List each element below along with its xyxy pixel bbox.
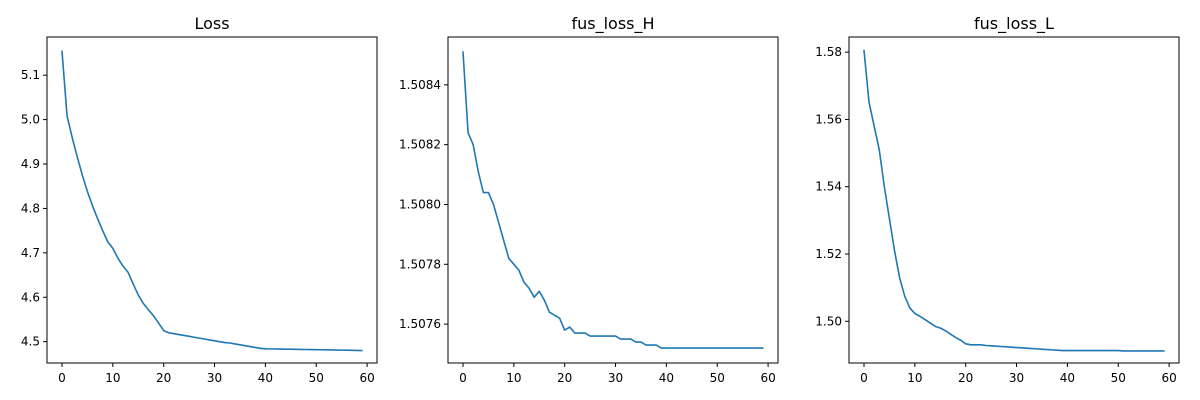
y-tick-label: 4.5 xyxy=(21,335,40,349)
y-tick-label: 1.5084 xyxy=(399,78,441,92)
x-tick-label: 10 xyxy=(105,371,120,385)
y-tick-label: 1.5080 xyxy=(399,197,441,211)
y-tick-label: 5.1 xyxy=(21,68,40,82)
y-tick-label: 1.5082 xyxy=(399,138,441,152)
series-line xyxy=(61,50,363,352)
x-tick-label: 60 xyxy=(1161,371,1176,385)
axes-frame xyxy=(848,36,1180,364)
chart-title: fus_loss_H xyxy=(571,14,654,34)
x-tick-label: 40 xyxy=(659,371,674,385)
x-tick-label: 60 xyxy=(760,371,775,385)
y-tick-label: 1.52 xyxy=(815,247,842,261)
axes-frame xyxy=(447,36,779,364)
x-tick-label: 50 xyxy=(309,371,324,385)
y-tick-label: 1.50 xyxy=(815,314,842,328)
x-tick-label: 30 xyxy=(207,371,222,385)
x-tick-label: 50 xyxy=(710,371,725,385)
y-tick-label: 4.7 xyxy=(21,246,40,260)
y-tick-label: 1.58 xyxy=(815,45,842,59)
subplot-fus-loss-h: fus_loss_H 0 10 20 30 40 50 60 1.5076 1.5078 1.50… xyxy=(399,14,779,385)
x-tick-label: 30 xyxy=(608,371,623,385)
x-tick-label: 40 xyxy=(258,371,273,385)
x-tick-label: 10 xyxy=(907,371,922,385)
y-tick-label: 1.54 xyxy=(815,180,842,194)
x-tick-label: 20 xyxy=(958,371,973,385)
y-tick-label: 5.0 xyxy=(21,113,40,127)
subplot-fus-loss-l: fus_loss_L 0 10 20 30 40 50 60 1.50 1.52 1.54 1.56… xyxy=(815,14,1180,385)
y-tick-label: 1.56 xyxy=(815,112,842,126)
series-line xyxy=(863,49,1165,352)
x-tick-label: 60 xyxy=(359,371,374,385)
y-tick-label: 4.8 xyxy=(21,201,40,215)
y-tick-label: 4.6 xyxy=(21,290,40,304)
series-line xyxy=(462,51,764,349)
x-tick-label: 50 xyxy=(1111,371,1126,385)
x-tick-label: 40 xyxy=(1060,371,1075,385)
x-tick-label: 0 xyxy=(459,371,467,385)
plot-area: 0 10 20 30 40 50 60 1.5076 1.5078 1.5080 1.5082 1.5… xyxy=(399,36,779,385)
x-tick-label: 20 xyxy=(156,371,171,385)
axes-frame xyxy=(46,36,378,364)
subplot-loss: Loss 0 10 20 30 40 50 60 4.5 4.6 4.7 4.8 4.9 5.0 5.1 xyxy=(21,14,378,385)
x-tick-label: 0 xyxy=(58,371,66,385)
y-tick-label: 4.9 xyxy=(21,157,40,171)
x-tick-label: 30 xyxy=(1009,371,1024,385)
x-tick-label: 20 xyxy=(557,371,572,385)
plot-area: 0 10 20 30 40 50 60 1.50 1.52 1.54 1.56 1.58 xyxy=(815,36,1180,385)
chart-title: Loss xyxy=(194,14,229,33)
x-tick-label: 10 xyxy=(506,371,521,385)
chart-title: fus_loss_L xyxy=(974,14,1054,34)
plot-area: 0 10 20 30 40 50 60 4.5 4.6 4.7 4.8 4.9 5.0 5.1 xyxy=(21,36,378,385)
y-tick-label: 1.5076 xyxy=(399,317,441,331)
x-tick-label: 0 xyxy=(860,371,868,385)
y-tick-label: 1.5078 xyxy=(399,257,441,271)
